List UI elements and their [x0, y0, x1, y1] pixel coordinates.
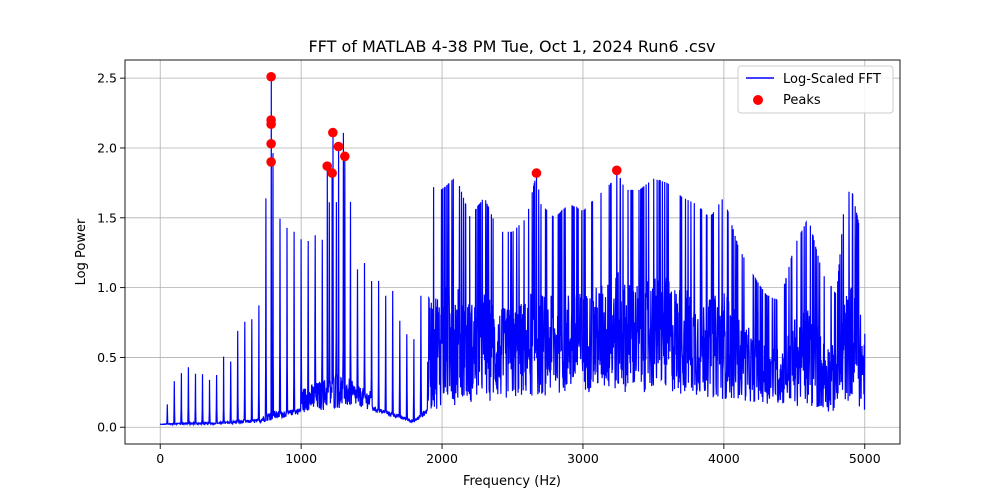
peak-markers	[266, 71, 622, 178]
x-tick-label: 4000	[708, 451, 740, 466]
y-axis-label: Log Power	[74, 218, 89, 285]
peak-point	[266, 71, 276, 82]
y-tick-label: 2.0	[97, 140, 117, 155]
peak-point	[322, 161, 333, 171]
x-tick-label: 3000	[567, 451, 599, 466]
peak-point	[266, 157, 276, 167]
peak-point	[340, 151, 350, 162]
legend: Log-Scaled FFT Peaks	[737, 65, 894, 114]
peak-point	[327, 168, 337, 178]
axes-frame	[124, 59, 901, 445]
peak-point	[266, 138, 276, 149]
x-axis-label: Frequency (Hz)	[463, 474, 561, 489]
legend-box	[737, 65, 894, 114]
x-tick-label: 2000	[426, 451, 458, 466]
legend-peak-swatch	[753, 95, 763, 105]
y-tick-label: 2.5	[97, 71, 117, 86]
plot-area	[159, 71, 866, 427]
y-tick-label: 0.0	[97, 420, 117, 435]
x-axis-ticks: 0 1000 2000 3000 4000 5000	[156, 444, 881, 466]
x-tick-label: 5000	[849, 451, 881, 466]
y-tick-label: 1.5	[97, 210, 117, 225]
chart-title: FFT of MATLAB 4-38 PM Tue, Oct 1, 2024 R…	[308, 37, 715, 56]
legend-label-fft: Log-Scaled FFT	[783, 72, 881, 87]
x-tick-label: 1000	[285, 451, 317, 466]
y-tick-label: 0.5	[97, 350, 117, 365]
fft-series-line	[159, 76, 866, 427]
peak-point	[333, 141, 344, 152]
y-tick-label: 1.0	[97, 280, 117, 295]
y-axis-ticks: 0.0 0.5 1.0 1.5 2.0 2.5	[97, 71, 125, 435]
peak-point	[611, 165, 622, 176]
peak-point	[328, 127, 338, 138]
peak-point	[531, 168, 542, 178]
x-tick-label: 0	[156, 451, 164, 466]
peak-point	[266, 119, 276, 130]
legend-label-peaks: Peaks	[783, 93, 821, 108]
